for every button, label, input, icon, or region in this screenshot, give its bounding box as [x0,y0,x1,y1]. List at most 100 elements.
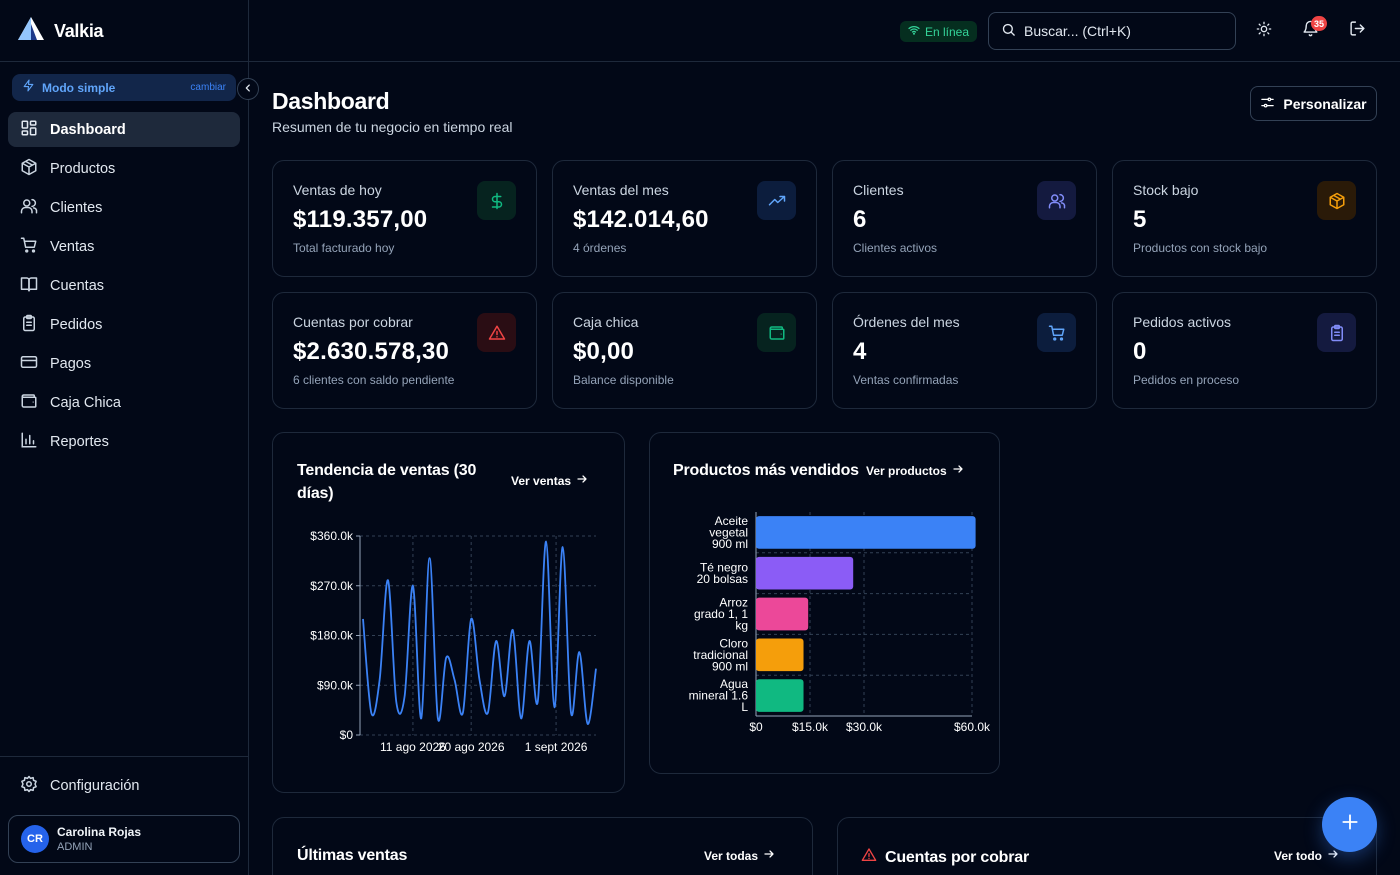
notifications-button[interactable] [1299,20,1321,42]
stat-card-cuentas-por-cobrar[interactable]: Cuentas por cobrar $2.630.578,30 6 clien… [272,292,537,409]
sidebar-item-productos[interactable]: Productos [8,151,240,186]
sidebar-item-cuentas[interactable]: Cuentas [8,268,240,303]
stat-card-ventas-hoy[interactable]: Ventas de hoy $119.357,00 Total facturad… [272,160,537,277]
stat-title: Stock bajo [1133,182,1199,198]
bar [756,597,809,631]
sidebar-item-label: Ventas [50,238,95,255]
stat-card-ordenes-mes[interactable]: Órdenes del mes 4 Ventas confirmadas [832,292,1097,409]
view-sales-link[interactable]: Ver ventas [511,473,588,488]
stat-title: Ventas del mes [573,182,669,198]
y-tick-label-line: tradicional [693,648,748,662]
sidebar-item-label: Configuración [50,777,140,794]
sidebar-nav: Dashboard Productos Clientes Ventas Cuen… [8,112,240,463]
avatar: CR [21,825,49,853]
quick-add-button[interactable] [1322,797,1377,852]
stat-value: 0 [1133,338,1147,365]
x-tick-label: $15.0k [792,720,829,734]
sidebar-item-label: Pedidos [50,316,103,333]
stat-card-stock-bajo[interactable]: Stock bajo 5 Productos con stock bajo [1112,160,1377,277]
brand[interactable]: Valkia [16,15,104,48]
stat-description: Productos con stock bajo [1133,241,1268,255]
receivables-panel: Cuentas por cobrar Ver todo [837,817,1377,875]
view-all-receivables-link[interactable]: Ver todo [1274,848,1339,863]
users-icon [1037,181,1076,220]
stat-description: Ventas confirmadas [853,373,959,387]
y-tick-label: Agua mineral 1.6 L [689,677,749,714]
stat-card-ventas-mes[interactable]: Ventas del mes $142.014,60 4 órdenes [552,160,817,277]
y-tick-label: $360.0k [310,529,354,543]
view-products-link[interactable]: Ver productos [866,463,964,478]
book-icon [20,275,38,297]
y-tick-label-line: Cloro [719,636,748,650]
stat-title: Ventas de hoy [293,182,382,198]
sidebar-item-label: Cuentas [50,277,105,294]
stat-title: Pedidos activos [1133,314,1232,330]
dollar-icon [477,181,516,220]
link-label: Ver productos [866,463,947,478]
bell-icon [1302,20,1319,42]
cart-icon [1037,313,1076,352]
y-tick-label: $90.0k [317,678,354,692]
sales-trend-panel: Tendencia de ventas (30 días) Ver ventas… [272,432,625,793]
search-input[interactable]: Buscar... (Ctrl+K) [988,12,1236,50]
bar [756,556,854,590]
chevron-left-icon [243,80,253,98]
logout-icon [1349,20,1366,42]
y-tick-label-line: grado 1, 1 [694,607,748,621]
x-tick-label: 11 ago 2026 [380,740,446,754]
sidebar-item-pedidos[interactable]: Pedidos [8,307,240,342]
stat-title: Clientes [853,182,904,198]
sidebar-item-configuracion[interactable]: Configuración [8,768,240,803]
sales-trend-chart: $0 $90.0k $180.0k $270.0k $360.0k 11 ago 2026… [310,529,597,754]
sidebar-item-caja-chica[interactable]: Caja Chica [8,385,240,420]
dashboard-icon [20,119,38,141]
sidebar-item-dashboard[interactable]: Dashboard [8,112,240,147]
stat-card-clientes[interactable]: Clientes 6 Clientes activos [832,160,1097,277]
cart-icon [20,236,38,258]
mode-toggle[interactable]: Modo simple cambiar [12,74,236,101]
trending-up-icon [757,181,796,220]
logout-button[interactable] [1346,20,1368,42]
credit-card-icon [20,353,38,375]
stat-card-pedidos-activos[interactable]: Pedidos activos 0 Pedidos en proceso [1112,292,1377,409]
sidebar-item-reportes[interactable]: Reportes [8,424,240,459]
y-tick-label: Aceite vegetal 900 ml [709,514,748,551]
y-tick-label-line: Arroz [719,596,748,610]
customize-button[interactable]: Personalizar [1250,86,1377,121]
gear-icon [20,775,38,797]
alert-triangle-icon [477,313,516,352]
y-tick-label: $180.0k [310,629,354,643]
sidebar-item-pagos[interactable]: Pagos [8,346,240,381]
theme-toggle-button[interactable] [1253,20,1275,42]
user-menu[interactable]: CR Carolina Rojas ADMIN [8,815,240,863]
sidebar-item-clientes[interactable]: Clientes [8,190,240,225]
y-tick-label-line: 20 bolsas [697,572,748,586]
sidebar-item-label: Productos [50,160,116,177]
stat-card-caja-chica[interactable]: Caja chica $0,00 Balance disponible [552,292,817,409]
view-all-sales-link[interactable]: Ver todas [704,848,775,863]
clipboard-icon [1317,313,1356,352]
x-tick-label: $60.0k [954,720,991,734]
sidebar-item-ventas[interactable]: Ventas [8,229,240,264]
wallet-icon [757,313,796,352]
mode-change-link[interactable]: cambiar [190,82,226,93]
logo-icon [16,15,46,48]
stat-description: Pedidos en proceso [1133,373,1240,387]
arrow-right-icon [952,463,964,478]
clipboard-icon [20,314,38,336]
top-products-panel: Productos más vendidos Ver productos $0 $… [649,432,1000,774]
user-role: ADMIN [57,841,93,853]
y-tick-label: Arroz grado 1, 1 kg [694,596,748,633]
panel-title: Últimas ventas [297,847,408,864]
x-tick-label: $0 [749,720,763,734]
link-label: Ver todas [704,848,759,863]
sun-icon [1256,21,1272,42]
stat-title: Órdenes del mes [853,314,960,330]
bar-chart-icon [20,431,38,453]
y-tick-label: $0 [340,728,354,742]
y-tick-label-line: 900 ml [712,537,748,551]
y-tick-label: Cloro tradicional 900 ml [693,636,748,673]
search-icon [1001,22,1016,40]
collapse-sidebar-button[interactable] [237,78,259,100]
